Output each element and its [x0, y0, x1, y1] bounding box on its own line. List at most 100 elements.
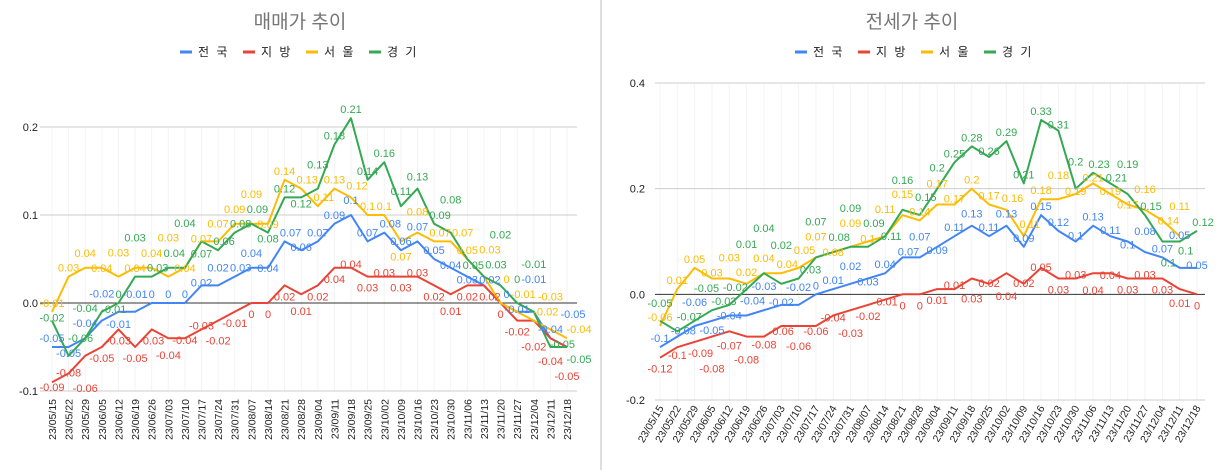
- data-label: -0.05: [554, 371, 579, 383]
- data-label: -0.01: [505, 304, 530, 316]
- data-label: 0.02: [490, 229, 511, 241]
- data-label: 0.15: [892, 189, 913, 201]
- data-label: 0.03: [457, 275, 478, 287]
- data-label: 0.1: [1120, 240, 1135, 252]
- data-label: 0.04: [174, 263, 195, 275]
- data-label: -0.05: [39, 333, 64, 345]
- data-label: -0.01: [123, 289, 148, 301]
- x-tick-label: 23/11/06: [462, 399, 474, 439]
- data-label: 0.18: [324, 131, 345, 143]
- data-label: 0.21: [340, 104, 361, 116]
- y-tick-label: 0.2: [630, 184, 645, 196]
- x-tick-label: 23/05/22: [64, 399, 76, 440]
- data-label: -0.05: [56, 348, 81, 360]
- data-label: 0.12: [1048, 217, 1069, 229]
- data-label: 0.08: [1134, 226, 1155, 238]
- x-tick-label: 23/07/24: [213, 399, 225, 440]
- data-label: 0.2: [1068, 157, 1083, 169]
- legend-label-경기: 경 기: [387, 45, 418, 59]
- data-label: 0.16: [1002, 193, 1023, 205]
- data-label: -0.01: [39, 298, 64, 310]
- data-label: -0.07: [717, 340, 742, 352]
- data-label: -0.02: [521, 342, 546, 354]
- x-tick-label: 23/12/18: [562, 399, 574, 440]
- data-label: 0: [917, 300, 923, 312]
- x-tick-label: 23/11/13: [479, 399, 491, 439]
- data-label: 0.09: [257, 219, 278, 231]
- data-label: 0.14: [357, 166, 378, 178]
- series-line-서울: [659, 182, 1181, 327]
- data-label: -0.03: [106, 335, 131, 347]
- x-tick-label: 23/10/23: [429, 399, 441, 440]
- data-label: 0.21: [1082, 172, 1103, 184]
- sale-price-trend-chart: 매매가 추이 전 국 지 방 서 울 경 기 -0.1 0.0 0.1 0.2 23/05/15…: [19, 11, 592, 440]
- data-label: 0.09: [224, 204, 245, 216]
- data-label: 0.01: [736, 239, 757, 251]
- data-label: 0.17: [978, 191, 999, 203]
- data-label: 0: [265, 309, 271, 321]
- data-label: 0.2: [964, 175, 979, 187]
- x-tick-label: 23/09/11: [329, 399, 341, 439]
- data-label: 0.07: [407, 221, 428, 233]
- data-label: 0.03: [857, 277, 878, 289]
- data-label: 0: [503, 289, 509, 301]
- data-label: 0.03: [124, 233, 145, 245]
- x-tick-label: 23/08/14: [263, 399, 275, 440]
- data-label: 0.17: [926, 179, 947, 191]
- x-tick-label: 23/07/31: [230, 399, 242, 440]
- data-label: 0.04: [124, 263, 145, 275]
- data-label: 0.17: [1117, 200, 1138, 212]
- data-label: 0.11: [314, 192, 335, 204]
- data-label: 0.05: [423, 245, 444, 257]
- data-label: 0.01: [667, 275, 688, 287]
- data-label: 0.08: [257, 234, 278, 246]
- data-label: 0.02: [457, 291, 478, 303]
- data-label: -0.03: [538, 291, 563, 303]
- data-label: -0.06: [769, 326, 794, 338]
- data-label: 0.07: [1152, 243, 1173, 255]
- data-label: -0.03: [189, 320, 214, 332]
- series-line-경기: [51, 117, 567, 357]
- data-label: -0.06: [803, 326, 828, 338]
- data-label: -0.08: [699, 364, 724, 376]
- data-label: 0.04: [174, 218, 195, 230]
- data-label: -0.05: [566, 354, 591, 366]
- x-tick-label: 23/09/25: [363, 399, 375, 440]
- data-label: 0.03: [479, 245, 500, 257]
- x-tick-label: 23/06/19: [130, 399, 142, 440]
- data-label: 0.12: [274, 183, 295, 195]
- data-label: 0.03: [1117, 285, 1138, 297]
- data-label: 0.02: [207, 262, 228, 274]
- data-label: 0.03: [1152, 285, 1173, 297]
- data-label: 0.11: [1100, 225, 1121, 237]
- data-label: 0.04: [340, 259, 361, 271]
- data-label: -0.08: [671, 326, 696, 338]
- data-label: 0: [248, 309, 254, 321]
- data-label: 0.02: [479, 274, 500, 286]
- legend-label-서울: 서 울: [324, 45, 355, 59]
- data-label: 0.13: [1082, 212, 1103, 224]
- data-label: -0.01: [521, 274, 546, 286]
- data-label: -0.12: [647, 364, 672, 376]
- x-tick-label: 23/07/17: [197, 399, 209, 440]
- data-label: 0.09: [1013, 233, 1034, 245]
- data-label: 0.09: [429, 210, 450, 222]
- data-label: -0.04: [73, 318, 98, 330]
- data-label: -0.03: [139, 335, 164, 347]
- data-label: 0.18: [1030, 185, 1051, 197]
- data-label: 0.29: [996, 127, 1017, 139]
- data-label: 0.03: [800, 265, 821, 277]
- y-tick-label: 0.4: [630, 78, 645, 90]
- data-label: 0.1: [860, 234, 875, 246]
- legend-label-전국: 전 국: [198, 45, 229, 59]
- series-line-지방: [659, 266, 1198, 359]
- data-label: -0.01: [101, 304, 126, 316]
- x-tick-label: 23/09/04: [313, 399, 325, 440]
- data-label: 0.01: [822, 275, 843, 287]
- data-label: 0.03: [719, 253, 740, 265]
- data-label: -0.06: [682, 297, 707, 309]
- data-label: -0.02: [39, 313, 64, 325]
- data-label: 0.07: [429, 227, 450, 239]
- x-tick-label: 23/07/10: [180, 399, 192, 440]
